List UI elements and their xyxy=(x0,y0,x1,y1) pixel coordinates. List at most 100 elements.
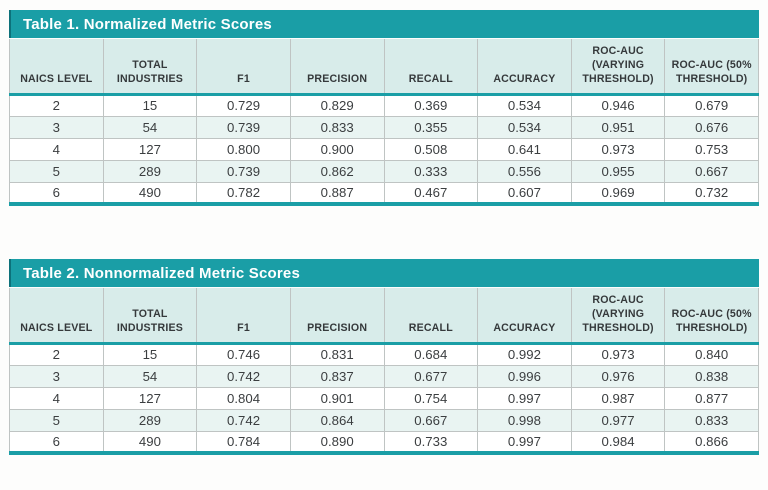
column-header: PRECISION xyxy=(289,39,385,96)
table-cell: 0.467 xyxy=(383,181,479,204)
column-header: ACCURACY xyxy=(477,39,572,96)
table-cell: 0.667 xyxy=(383,408,479,432)
table-cell: 15 xyxy=(102,93,198,117)
table-2-grid: NAICS LEVEL TOTAL INDUSTRIES F1 PRECISION RE… xyxy=(9,288,759,455)
table-row: 2 15 0.729 0.829 0.369 0.534 0.946 0.679 xyxy=(9,93,759,117)
table-cell: 54 xyxy=(102,364,198,388)
table-cell: 6 xyxy=(9,430,104,453)
table-2-title-bar: Table 2. Nonnormalized Metric Scores xyxy=(9,259,759,287)
table-cell: 127 xyxy=(102,137,198,161)
table-row: 5 289 0.739 0.862 0.333 0.556 0.955 0.667 xyxy=(9,159,759,183)
column-header: ROC-AUC (VARYING THRESHOLD) xyxy=(570,39,666,96)
table-cell: 0.866 xyxy=(664,430,759,453)
table-cell: 0.739 xyxy=(196,159,291,183)
table-cell: 0.973 xyxy=(570,137,666,161)
table-cell: 0.890 xyxy=(289,430,385,453)
table-cell: 0.679 xyxy=(664,93,759,117)
table-cell: 127 xyxy=(102,386,198,410)
column-header: ROC-AUC (50% THRESHOLD) xyxy=(664,39,759,96)
table-cell: 0.754 xyxy=(383,386,479,410)
table-row: 6 490 0.782 0.887 0.467 0.607 0.969 0.732 xyxy=(9,181,759,204)
table-cell: 0.684 xyxy=(383,342,479,366)
table-cell: 0.992 xyxy=(477,342,572,366)
table-cell: 0.946 xyxy=(570,93,666,117)
table-cell: 0.667 xyxy=(664,159,759,183)
table-cell: 54 xyxy=(102,115,198,139)
table-row: 4 127 0.800 0.900 0.508 0.641 0.973 0.753 xyxy=(9,137,759,161)
column-header: NAICS LEVEL xyxy=(9,39,104,96)
table-cell: 0.901 xyxy=(289,386,385,410)
header-row: NAICS LEVEL TOTAL INDUSTRIES F1 PRECISION RE… xyxy=(9,288,759,345)
table-1-header: NAICS LEVEL TOTAL INDUSTRIES F1 PRECISION RE… xyxy=(9,39,759,96)
table-cell: 0.840 xyxy=(664,342,759,366)
column-header: F1 xyxy=(196,39,291,96)
table-row: 3 54 0.739 0.833 0.355 0.534 0.951 0.676 xyxy=(9,115,759,139)
table-cell: 0.607 xyxy=(477,181,572,204)
table-cell: 0.732 xyxy=(664,181,759,204)
table-2-header: NAICS LEVEL TOTAL INDUSTRIES F1 PRECISION RE… xyxy=(9,288,759,345)
table-cell: 15 xyxy=(102,342,198,366)
table-cell: 0.742 xyxy=(196,364,291,388)
table-cell: 0.984 xyxy=(570,430,666,453)
table-cell: 0.833 xyxy=(289,115,385,139)
table-cell: 6 xyxy=(9,181,104,204)
table-cell: 0.556 xyxy=(477,159,572,183)
table-cell: 0.641 xyxy=(477,137,572,161)
table-1-title: Table 1. Normalized Metric Scores xyxy=(23,15,272,33)
table-cell: 5 xyxy=(9,408,104,432)
table-cell: 0.996 xyxy=(477,364,572,388)
table-cell: 4 xyxy=(9,386,104,410)
table-cell: 0.862 xyxy=(289,159,385,183)
table-cell: 5 xyxy=(9,159,104,183)
table-cell: 0.976 xyxy=(570,364,666,388)
table-1-grid: NAICS LEVEL TOTAL INDUSTRIES F1 PRECISION RE… xyxy=(9,39,759,206)
table-2-nonnormalized-metric-scores: Table 2. Nonnormalized Metric Scores NAI… xyxy=(9,259,759,455)
table-row: 6 490 0.784 0.890 0.733 0.997 0.984 0.866 xyxy=(9,430,759,453)
column-header: ROC-AUC (VARYING THRESHOLD) xyxy=(570,288,666,345)
table-cell: 289 xyxy=(102,408,198,432)
table-row: 3 54 0.742 0.837 0.677 0.996 0.976 0.838 xyxy=(9,364,759,388)
header-row: NAICS LEVEL TOTAL INDUSTRIES F1 PRECISION RE… xyxy=(9,39,759,96)
table-cell: 0.784 xyxy=(196,430,291,453)
table-cell: 4 xyxy=(9,137,104,161)
table-cell: 0.369 xyxy=(383,93,479,117)
table-cell: 0.534 xyxy=(477,115,572,139)
table-cell: 2 xyxy=(9,342,104,366)
table-cell: 0.838 xyxy=(664,364,759,388)
table-cell: 0.969 xyxy=(570,181,666,204)
table-cell: 0.676 xyxy=(664,115,759,139)
column-header: TOTAL INDUSTRIES xyxy=(102,39,198,96)
table-cell: 0.746 xyxy=(196,342,291,366)
table-cell: 0.833 xyxy=(664,408,759,432)
table-cell: 0.804 xyxy=(196,386,291,410)
table-cell: 0.951 xyxy=(570,115,666,139)
column-header: PRECISION xyxy=(289,288,385,345)
column-header: TOTAL INDUSTRIES xyxy=(102,288,198,345)
table-row: 5 289 0.742 0.864 0.667 0.998 0.977 0.833 xyxy=(9,408,759,432)
table-cell: 289 xyxy=(102,159,198,183)
table-cell: 0.355 xyxy=(383,115,479,139)
table-cell: 0.739 xyxy=(196,115,291,139)
table-row: 4 127 0.804 0.901 0.754 0.997 0.987 0.877 xyxy=(9,386,759,410)
table-row: 2 15 0.746 0.831 0.684 0.992 0.973 0.840 xyxy=(9,342,759,366)
table-cell: 0.997 xyxy=(477,430,572,453)
table-cell: 0.733 xyxy=(383,430,479,453)
table-cell: 2 xyxy=(9,93,104,117)
table-cell: 0.997 xyxy=(477,386,572,410)
table-cell: 0.508 xyxy=(383,137,479,161)
column-header: ROC-AUC (50% THRESHOLD) xyxy=(664,288,759,345)
table-cell: 0.782 xyxy=(196,181,291,204)
table-2-body: 2 15 0.746 0.831 0.684 0.992 0.973 0.840 3 54 0.74… xyxy=(9,342,759,453)
table-cell: 490 xyxy=(102,181,198,204)
table-cell: 0.333 xyxy=(383,159,479,183)
column-header: NAICS LEVEL xyxy=(9,288,104,345)
table-cell: 0.977 xyxy=(570,408,666,432)
table-cell: 0.831 xyxy=(289,342,385,366)
table-cell: 0.837 xyxy=(289,364,385,388)
table-cell: 0.955 xyxy=(570,159,666,183)
table-cell: 0.987 xyxy=(570,386,666,410)
table-cell: 490 xyxy=(102,430,198,453)
column-header: RECALL xyxy=(383,39,479,96)
table-2-title: Table 2. Nonnormalized Metric Scores xyxy=(23,264,300,282)
table-1-body: 2 15 0.729 0.829 0.369 0.534 0.946 0.679 3 54 0.73… xyxy=(9,93,759,204)
